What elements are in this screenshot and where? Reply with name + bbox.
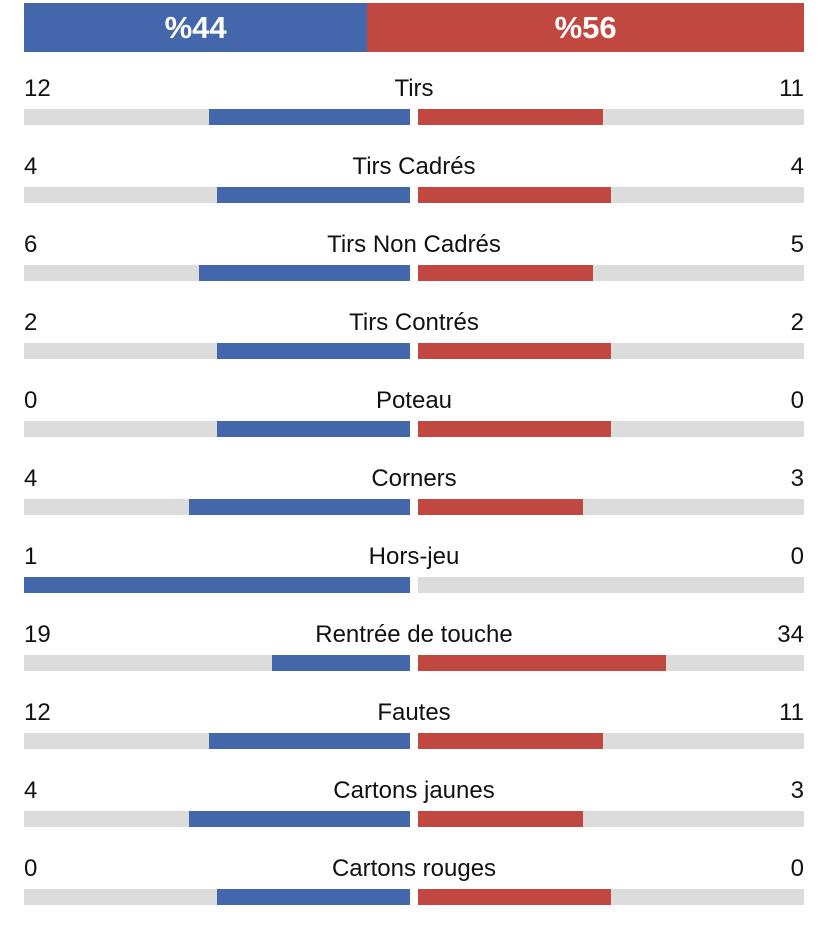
away-value: 34	[777, 621, 804, 648]
away-bar-fill	[418, 187, 611, 203]
away-bar-track	[418, 343, 804, 359]
home-bar-track	[24, 187, 410, 203]
away-bar-track	[418, 265, 804, 281]
home-bar-fill	[217, 421, 410, 437]
away-value: 11	[779, 75, 804, 102]
home-bar-track	[24, 889, 410, 905]
away-bar-fill	[418, 343, 611, 359]
away-value: 4	[790, 153, 804, 180]
stat-row: 4 Tirs Cadrés 4	[24, 145, 804, 223]
away-bar-fill	[418, 655, 666, 671]
stat-row: 1 Hors-jeu 0	[24, 535, 804, 613]
away-value: 11	[779, 699, 804, 726]
home-value: 12	[24, 699, 51, 726]
away-bar-fill	[418, 421, 611, 437]
away-value: 0	[790, 855, 804, 882]
stat-label: Cartons jaunes	[333, 777, 495, 804]
stat-label: Tirs Cadrés	[352, 153, 476, 180]
stat-label: Tirs Non Cadrés	[327, 231, 501, 258]
home-bar-fill	[217, 889, 410, 905]
away-bar-fill	[418, 889, 611, 905]
away-bar-fill	[418, 811, 584, 827]
stat-row: 0 Cartons rouges 0	[24, 847, 804, 925]
away-bar-track	[418, 889, 804, 905]
stat-row: 4 Corners 3	[24, 457, 804, 535]
home-value: 19	[24, 621, 51, 648]
home-bar-fill	[199, 265, 410, 281]
home-bar-track	[24, 733, 410, 749]
home-bar-fill	[189, 811, 410, 827]
home-bar-track	[24, 343, 410, 359]
home-bar-fill	[208, 109, 410, 125]
home-bar-fill	[189, 499, 410, 515]
away-bar-track	[418, 577, 804, 593]
stat-row: 12 Tirs 11	[24, 67, 804, 145]
home-bar-fill	[208, 733, 410, 749]
home-value: 0	[24, 855, 38, 882]
home-value: 1	[24, 543, 38, 570]
home-bar-track	[24, 577, 410, 593]
home-bar-fill	[217, 187, 410, 203]
away-value: 5	[790, 231, 804, 258]
home-value: 6	[24, 231, 38, 258]
home-possession: %44	[24, 3, 368, 52]
stat-row: 4 Cartons jaunes 3	[24, 769, 804, 847]
away-bar-track	[418, 733, 804, 749]
home-value: 4	[24, 777, 38, 804]
stat-label: Poteau	[375, 387, 453, 414]
home-bar-track	[24, 499, 410, 515]
stat-label: Hors-jeu	[368, 543, 460, 570]
stat-row: 12 Fautes 11	[24, 691, 804, 769]
home-bar-track	[24, 421, 410, 437]
home-bar-track	[24, 655, 410, 671]
away-value: 2	[790, 309, 804, 336]
stat-row: 19 Rentrée de touche 34	[24, 613, 804, 691]
home-value: 0	[24, 387, 38, 414]
home-bar-track	[24, 109, 410, 125]
away-bar-fill	[418, 109, 603, 125]
stat-label: Corners	[371, 465, 457, 492]
stat-label: Rentrée de touche	[315, 621, 513, 648]
away-bar-fill	[418, 499, 584, 515]
away-bar-track	[418, 811, 804, 827]
away-bar-track	[418, 187, 804, 203]
stat-label: Fautes	[377, 699, 451, 726]
stat-label: Tirs Contrés	[349, 309, 479, 336]
away-value: 3	[790, 777, 804, 804]
away-bar-fill	[418, 265, 594, 281]
home-bar-fill	[24, 577, 410, 593]
home-value: 2	[24, 309, 38, 336]
stat-label: Cartons rouges	[331, 855, 497, 882]
away-bar-fill	[418, 733, 603, 749]
away-bar-track	[418, 499, 804, 515]
away-value: 0	[790, 387, 804, 414]
away-bar-track	[418, 109, 804, 125]
away-value: 3	[790, 465, 804, 492]
away-bar-track	[418, 421, 804, 437]
stat-row: 0 Poteau 0	[24, 379, 804, 457]
away-value: 0	[790, 543, 804, 570]
home-value: 4	[24, 153, 38, 180]
home-bar-fill	[217, 343, 410, 359]
stat-row: 6 Tirs Non Cadrés 5	[24, 223, 804, 301]
stat-row: 2 Tirs Contrés 2	[24, 301, 804, 379]
possession-bar: %44 %56	[24, 3, 804, 52]
home-bar-track	[24, 265, 410, 281]
home-value: 4	[24, 465, 38, 492]
away-bar-track	[418, 655, 804, 671]
away-possession: %56	[367, 3, 804, 52]
stat-label: Tirs	[394, 75, 434, 102]
home-bar-track	[24, 811, 410, 827]
home-value: 12	[24, 75, 51, 102]
home-bar-fill	[271, 655, 410, 671]
